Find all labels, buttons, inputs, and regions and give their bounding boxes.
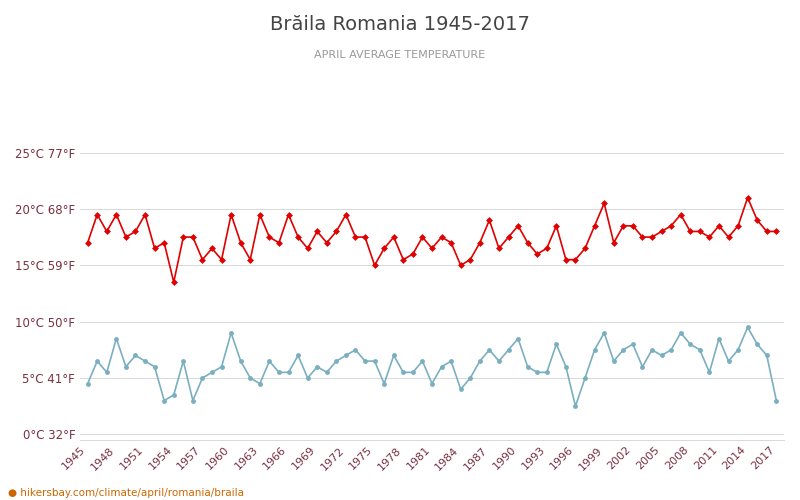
NIGHT (666, 347, 676, 353)
DAY (771, 228, 781, 234)
NIGHT (313, 364, 322, 370)
DAY (686, 228, 695, 234)
Line: NIGHT: NIGHT (86, 325, 778, 408)
NIGHT (427, 380, 437, 386)
DAY (666, 223, 676, 229)
DAY (743, 194, 753, 200)
NIGHT (83, 380, 93, 386)
DAY (714, 223, 724, 229)
NIGHT (686, 341, 695, 347)
NIGHT (236, 358, 246, 364)
Text: ● hikersbay.com/climate/april/romania/braila: ● hikersbay.com/climate/april/romania/br… (8, 488, 244, 498)
DAY (169, 279, 178, 285)
DAY (83, 240, 93, 246)
NIGHT (714, 336, 724, 342)
Y-axis label: TEMPERATURE: TEMPERATURE (0, 242, 4, 328)
Text: Brăila Romania 1945-2017: Brăila Romania 1945-2017 (270, 15, 530, 34)
NIGHT (743, 324, 753, 330)
NIGHT (771, 398, 781, 404)
DAY (437, 234, 446, 240)
Line: DAY: DAY (86, 195, 778, 284)
DAY (322, 240, 331, 246)
Text: APRIL AVERAGE TEMPERATURE: APRIL AVERAGE TEMPERATURE (314, 50, 486, 60)
NIGHT (570, 403, 580, 409)
DAY (246, 256, 255, 262)
